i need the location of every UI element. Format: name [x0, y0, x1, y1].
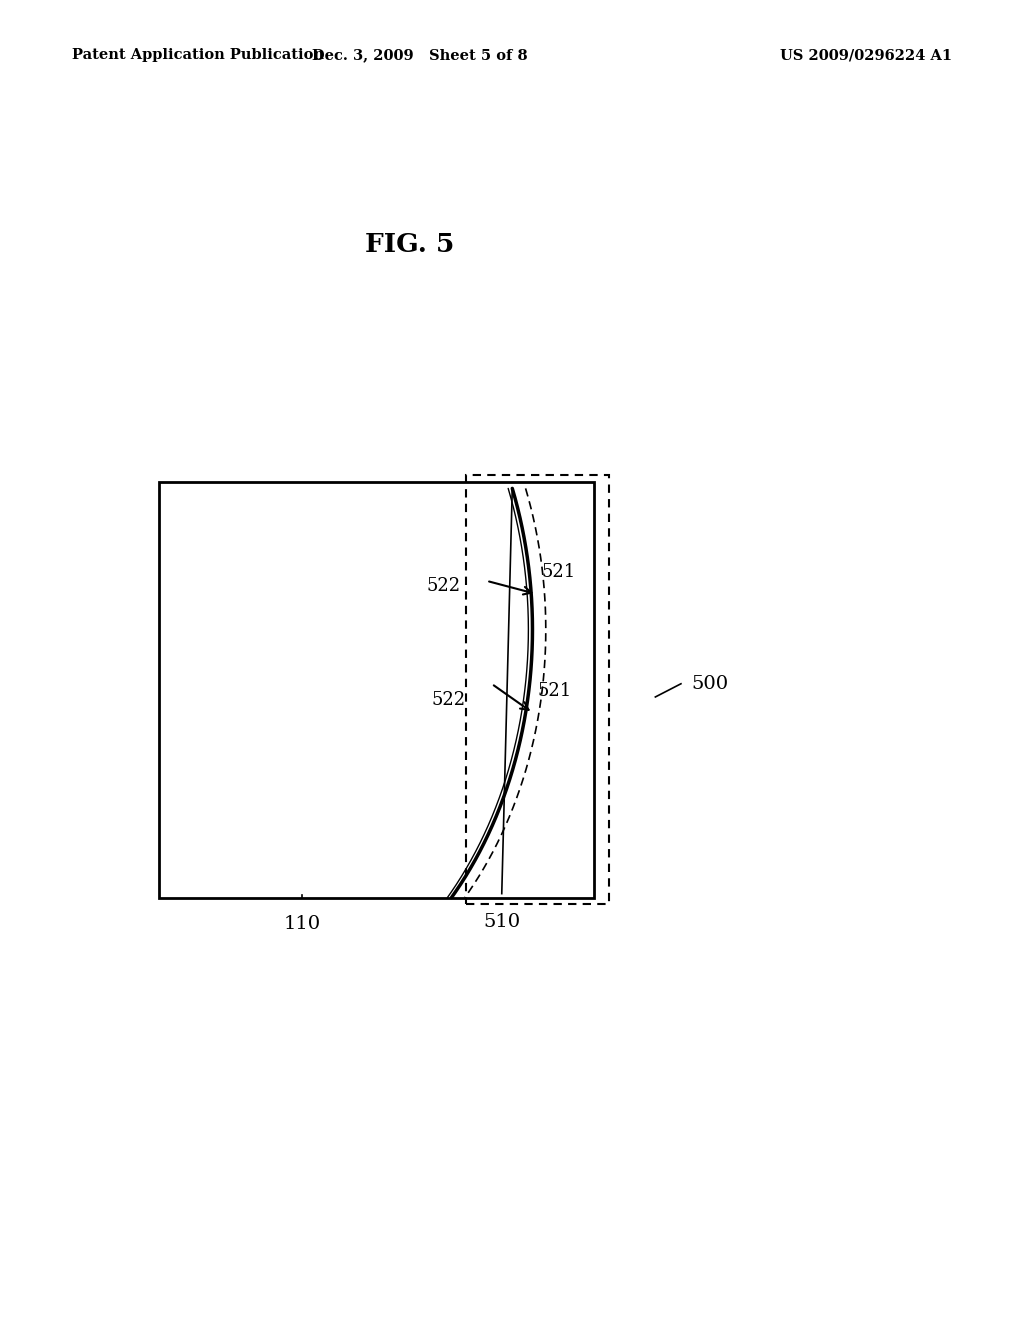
- Text: Dec. 3, 2009   Sheet 5 of 8: Dec. 3, 2009 Sheet 5 of 8: [312, 49, 527, 62]
- Bar: [466, 475, 609, 904]
- Text: 521: 521: [542, 562, 575, 581]
- Text: 510: 510: [483, 913, 520, 932]
- Text: 500: 500: [691, 675, 728, 693]
- Bar: [159, 482, 594, 898]
- Text: 522: 522: [427, 577, 461, 595]
- Text: 522: 522: [432, 690, 466, 709]
- Text: FIG. 5: FIG. 5: [365, 232, 455, 256]
- Text: 110: 110: [284, 915, 321, 933]
- Text: 521: 521: [538, 681, 572, 700]
- Text: US 2009/0296224 A1: US 2009/0296224 A1: [780, 49, 952, 62]
- Text: Patent Application Publication: Patent Application Publication: [72, 49, 324, 62]
